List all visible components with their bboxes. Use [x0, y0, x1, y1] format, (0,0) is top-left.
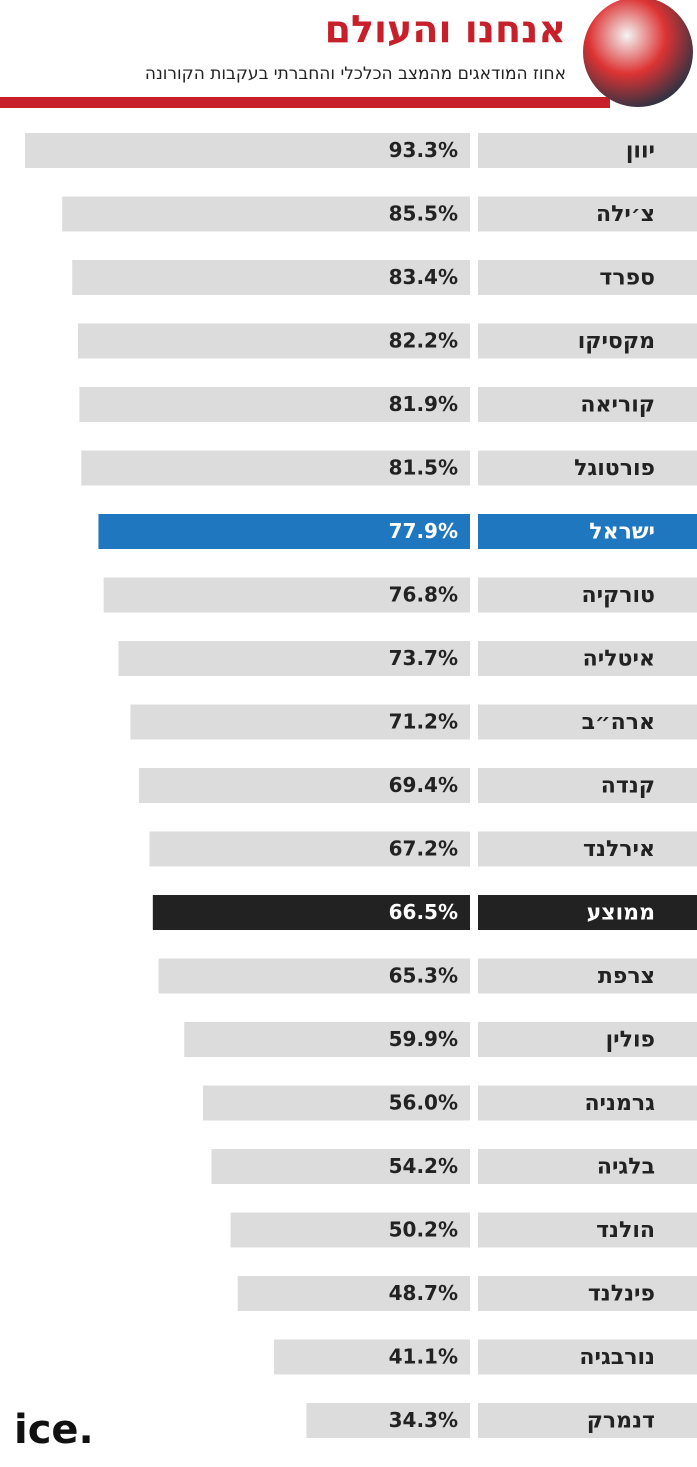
bar — [103, 577, 470, 613]
category-label: צרפת — [598, 964, 655, 989]
value-label: 77.9% — [389, 519, 458, 543]
label-box — [478, 450, 697, 486]
label-box — [478, 577, 697, 613]
value-label: 81.5% — [389, 456, 458, 480]
label-box — [478, 1276, 697, 1311]
value-label: 69.4% — [389, 773, 458, 797]
bar — [25, 133, 470, 168]
label-box — [478, 514, 697, 549]
value-label: 82.2% — [389, 329, 458, 353]
label-box — [478, 260, 697, 295]
bar — [184, 1022, 470, 1057]
category-label: פינלנד — [588, 1282, 655, 1307]
value-label: 67.2% — [389, 837, 458, 861]
globe — [583, 0, 693, 107]
value-label: 81.9% — [389, 392, 458, 416]
bar — [138, 768, 470, 803]
label-box — [478, 768, 697, 803]
bar — [237, 1276, 470, 1311]
label-box — [478, 1022, 697, 1057]
value-label: 54.2% — [389, 1154, 458, 1178]
category-label: ספרד — [599, 266, 655, 291]
label-box — [478, 1085, 697, 1121]
value-label: 66.5% — [389, 900, 458, 924]
category-label: קוריאה — [580, 393, 655, 418]
value-label: 34.3% — [389, 1408, 458, 1432]
label-box — [478, 895, 697, 930]
value-label: 83.4% — [389, 265, 458, 289]
value-label: 73.7% — [389, 646, 458, 670]
bar — [149, 831, 470, 867]
value-label: 56.0% — [389, 1091, 458, 1115]
category-label: דנמרק — [587, 1409, 655, 1434]
label-box — [478, 1339, 697, 1375]
label-box — [478, 1403, 697, 1438]
label-box — [478, 1149, 697, 1184]
value-label: 65.3% — [389, 964, 458, 988]
value-label: 71.2% — [389, 710, 458, 734]
value-label: 93.3% — [389, 138, 458, 162]
label-box — [478, 387, 697, 422]
label-box — [478, 1212, 697, 1248]
bar — [273, 1339, 470, 1375]
bar — [81, 450, 470, 486]
bar — [152, 895, 470, 930]
bar — [79, 387, 471, 422]
category-label: פולין — [606, 1028, 655, 1053]
label-box — [478, 831, 697, 867]
bar — [230, 1212, 470, 1248]
bar — [306, 1403, 470, 1438]
chart-title: אנחנו והעולם — [325, 8, 566, 52]
category-label: מקסיקו — [578, 329, 655, 354]
category-label: ישראל — [589, 520, 655, 545]
bar — [130, 704, 470, 740]
category-label: קנדה — [601, 774, 655, 799]
value-label: 48.7% — [389, 1281, 458, 1305]
category-label: יוון — [626, 139, 655, 164]
category-label: טורקיה — [581, 583, 655, 608]
label-box — [478, 641, 697, 676]
label-box — [478, 704, 697, 740]
category-label: נורבגיה — [579, 1345, 655, 1370]
bar — [98, 514, 470, 549]
bar — [77, 323, 470, 359]
label-box — [478, 323, 697, 359]
value-label: 41.1% — [389, 1345, 458, 1369]
category-label: פורטוגל — [574, 456, 655, 481]
logo: ice. — [14, 1407, 94, 1453]
label-box — [478, 133, 697, 168]
category-label: ארה״ב — [582, 710, 655, 735]
value-label: 59.9% — [389, 1027, 458, 1051]
header-rule — [0, 97, 610, 108]
chart-subtitle: אחוז המודאגים מהמצב הכלכלי והחברתי בעקבו… — [145, 64, 566, 84]
value-label: 76.8% — [389, 583, 458, 607]
bar — [211, 1149, 471, 1184]
label-box — [478, 196, 697, 232]
value-label: 85.5% — [389, 202, 458, 226]
label-box — [478, 958, 697, 994]
value-label: 50.2% — [389, 1218, 458, 1242]
category-label: ממוצע — [587, 901, 655, 926]
bar — [72, 260, 470, 295]
category-label: בלגיה — [597, 1155, 655, 1180]
category-label: אירלנד — [583, 837, 655, 862]
bar — [62, 196, 470, 232]
bar — [158, 958, 470, 994]
category-label: איטליה — [583, 647, 655, 672]
bar — [118, 641, 470, 676]
category-label: צ׳ילה — [596, 202, 655, 227]
bar — [202, 1085, 470, 1121]
category-label: גרמניה — [584, 1091, 655, 1116]
category-label: הולנד — [596, 1218, 655, 1243]
